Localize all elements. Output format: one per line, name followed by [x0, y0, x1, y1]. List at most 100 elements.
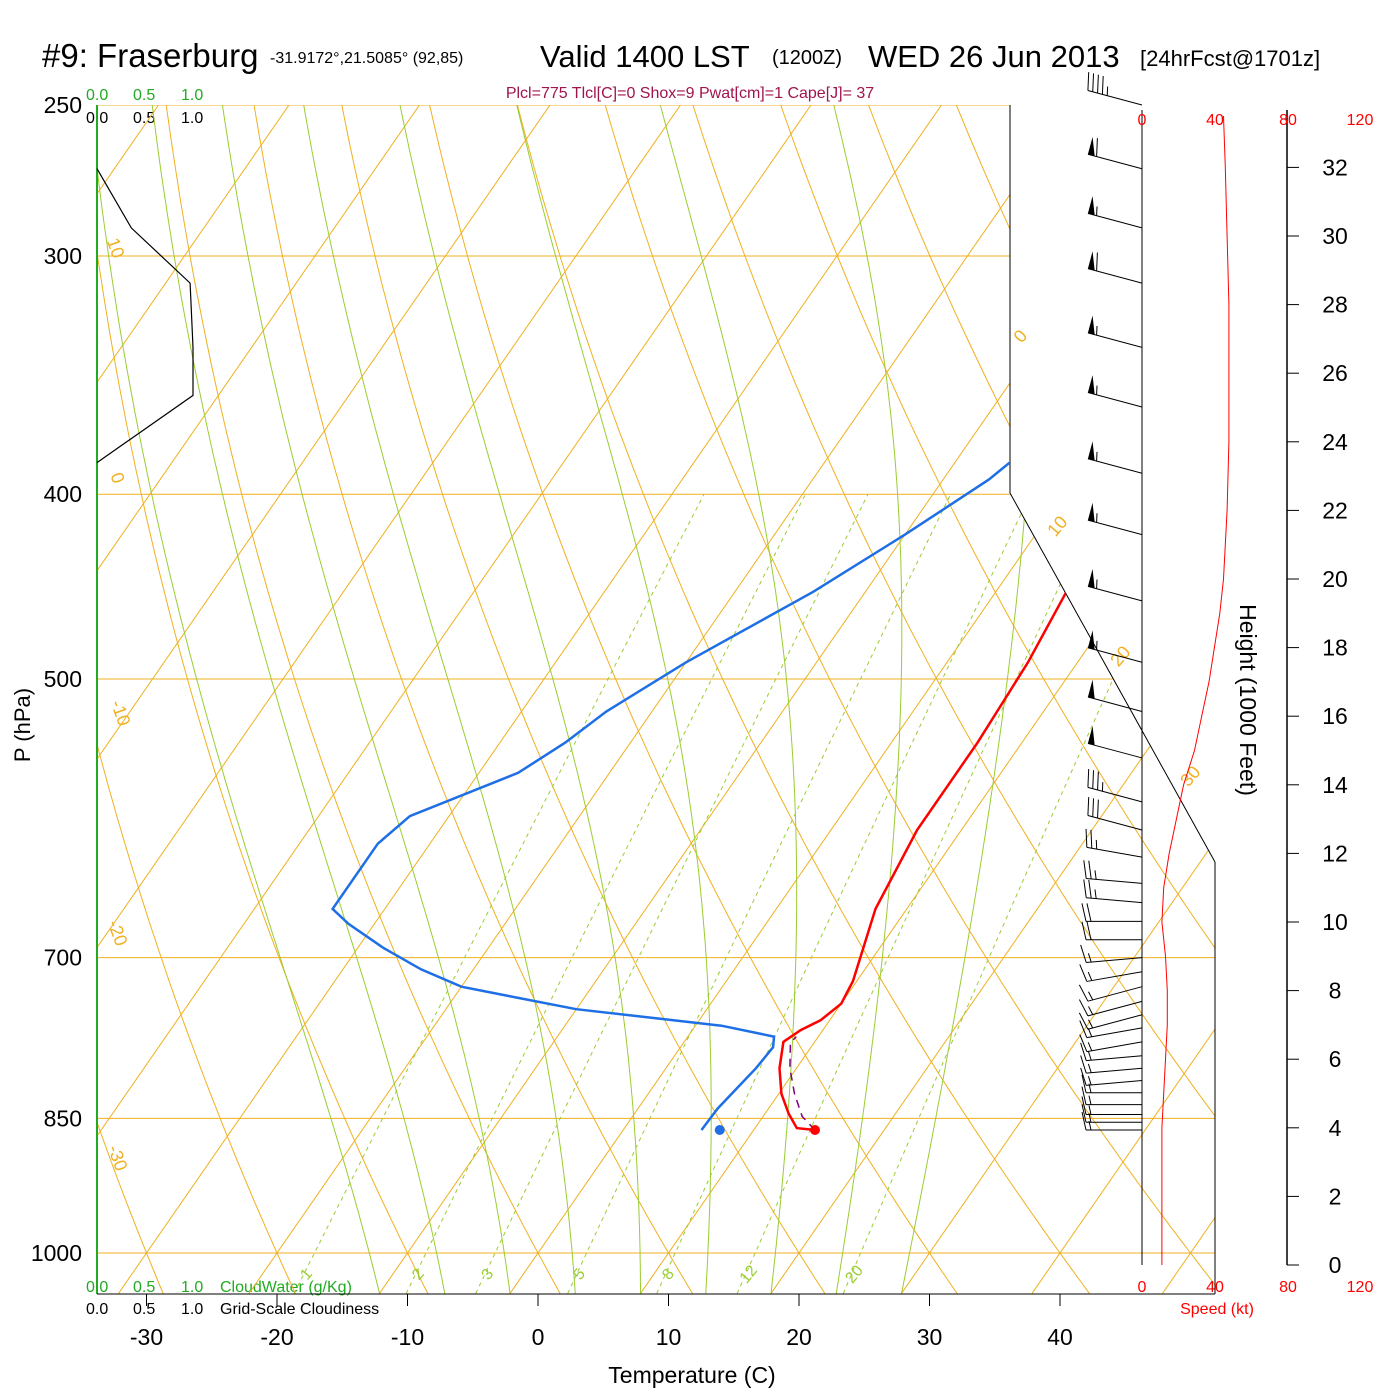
- isotherm--80: [97, 105, 290, 1294]
- cloud-black-bottom-2: 1.0: [181, 1301, 203, 1318]
- mixing-ratio-label-20: 20: [842, 1262, 867, 1287]
- wind-barb-6: [1087, 441, 1143, 474]
- isotherm--50: [97, 105, 681, 1294]
- cloud-black-bottom-1: 0.5: [133, 1301, 155, 1318]
- cloud-green-top-0: 0.0: [86, 87, 108, 104]
- mixing-ratio-labels: 1 2 3 5 8 12 20: [297, 1262, 867, 1287]
- x-tick-label--10: -10: [391, 1324, 424, 1350]
- moist-adiabat-20: [659, 105, 798, 1294]
- height-tick-label-20: 20: [1322, 566, 1348, 592]
- cloudiness-line: [96, 168, 194, 464]
- speed-tick-bottom-80: 80: [1279, 1279, 1297, 1296]
- valid-date: WED 26 Jun 2013: [868, 39, 1120, 74]
- wind-barb-1: [1087, 136, 1143, 170]
- isotherm--10: [379, 105, 1203, 1294]
- height-tick-label-26: 26: [1322, 360, 1348, 386]
- height-tick-label-8: 8: [1329, 978, 1342, 1004]
- wind-barb-16: [1083, 879, 1143, 904]
- wind-barb-9: [1087, 630, 1143, 663]
- wind-barb-5: [1087, 375, 1143, 408]
- dry-adiabat-50: [604, 105, 1215, 1294]
- height-tick-label-24: 24: [1322, 429, 1348, 455]
- isotherm-label-4: -30: [104, 1142, 132, 1173]
- height-tick-label-16: 16: [1322, 703, 1348, 729]
- moist-adiabat--5: [151, 105, 446, 1294]
- wind-barb-25: [1079, 1034, 1143, 1053]
- isotherm-30: [901, 105, 1215, 1294]
- isotherm--30: [118, 105, 942, 1294]
- isotherm--20: [248, 105, 1073, 1294]
- isotherm-20: [770, 105, 1215, 1294]
- surface-dewpoint-point: [714, 1125, 725, 1136]
- wind-barb-21: [1078, 984, 1143, 1002]
- speed-axis-bottom: 0 40 80 120 Speed (kt): [1138, 1279, 1374, 1318]
- speed-tick-top-40: 40: [1206, 112, 1224, 129]
- station-title: #9: Fraserburg: [42, 37, 258, 74]
- wind-barb-12: [1087, 768, 1143, 803]
- wind-barb-29: [1081, 1074, 1142, 1094]
- dry-adiabat-70: [780, 105, 1215, 1294]
- isotherm-label-6: 10: [1043, 512, 1071, 540]
- height-tick-label-22: 22: [1322, 497, 1348, 523]
- dry-adiabat-0: [165, 105, 561, 1294]
- cloud-scale-bottom: 0.0 0.5 1.0 CloudWater (g/Kg) 0.0 0.5 1.…: [86, 1279, 379, 1318]
- forecast-label: [24hrFcst@1701z]: [1140, 46, 1320, 71]
- dry-adiabat-130: [1307, 105, 1400, 1293]
- x-tick-label-40: 40: [1047, 1324, 1073, 1350]
- dry-adiabat-30: [429, 105, 958, 1294]
- dry-adiabat-60: [692, 105, 1215, 1294]
- speed-tick-bottom-0: 0: [1138, 1279, 1147, 1296]
- dry-adiabat--10: [97, 105, 429, 1294]
- mixing-ratio-20: [842, 493, 1198, 1294]
- x-tick-label--20: -20: [260, 1324, 293, 1350]
- wind-barb-13: [1087, 797, 1143, 831]
- series-temperature-line: [778, 120, 1215, 1132]
- dry-adiabat-140: [1395, 105, 1400, 1293]
- wind-barb-17: [1081, 903, 1142, 922]
- moist-adiabat-5: [303, 105, 576, 1294]
- wind-barb-15: [1083, 860, 1143, 884]
- wind-barb-30: [1081, 1086, 1142, 1106]
- y-tick-label-300: 300: [44, 243, 82, 269]
- isotherm--40: [97, 105, 812, 1294]
- height-axis-label: Height (1000 Feet): [1235, 604, 1261, 796]
- dry-adiabat-10: [253, 105, 693, 1294]
- speed-axis-label: Speed (kt): [1180, 1301, 1254, 1318]
- axes: -30 -20 -10 0 10 20 30 402503004005007008501000…: [31, 92, 1348, 1350]
- dry-adiabat-110: [1131, 105, 1215, 1294]
- cloud-green-top-2: 1.0: [181, 87, 203, 104]
- mixing-ratio-2: [405, 493, 806, 1294]
- moist-adiabat-25: [833, 105, 903, 1294]
- y-tick-label-400: 400: [44, 481, 82, 507]
- station-coords: -31.9172°,21.5085° (92,85): [270, 50, 463, 67]
- y-tick-label-1000: 1000: [31, 1240, 82, 1266]
- x-tick-label-30: 30: [917, 1324, 943, 1350]
- isotherm-50: [1162, 105, 1215, 1294]
- height-tick-label-0: 0: [1329, 1252, 1342, 1278]
- mixing-ratio-8: [656, 493, 1031, 1294]
- height-tick-label-2: 2: [1329, 1183, 1342, 1209]
- wind-barb-7: [1087, 502, 1143, 536]
- x-axis-label: Temperature (C): [608, 1362, 775, 1388]
- isotherm-label-1: 0: [107, 470, 129, 486]
- plot-frame: [96, 105, 1288, 1295]
- valid-time: Valid 1400 LST: [540, 39, 750, 74]
- wind-barbs: [1078, 72, 1143, 1131]
- y-axis-label: P (hPa): [10, 688, 35, 762]
- isotherm--60: [97, 105, 551, 1294]
- moist-adiabat-0: [221, 105, 511, 1294]
- wind-barb-22: [1078, 999, 1143, 1017]
- wind-barb-19: [1080, 944, 1143, 964]
- y-tick-label-700: 700: [44, 945, 82, 971]
- utc-time: (1200Z): [772, 47, 842, 69]
- isotherm-label-8: 30: [1176, 762, 1204, 790]
- surface-temperature-point: [809, 1125, 820, 1136]
- stability-indices: Plcl=775 Tlcl[C]=0 Shox=9 Pwat[cm]=1 Cap…: [506, 85, 874, 102]
- x-tick-label--30: -30: [130, 1324, 163, 1350]
- y-tick-label-500: 500: [44, 666, 82, 692]
- mixing-ratio-5: [567, 493, 952, 1294]
- dry-adiabat-40: [516, 105, 1090, 1294]
- wind-barb-3: [1087, 251, 1143, 284]
- height-tick-label-14: 14: [1322, 772, 1348, 798]
